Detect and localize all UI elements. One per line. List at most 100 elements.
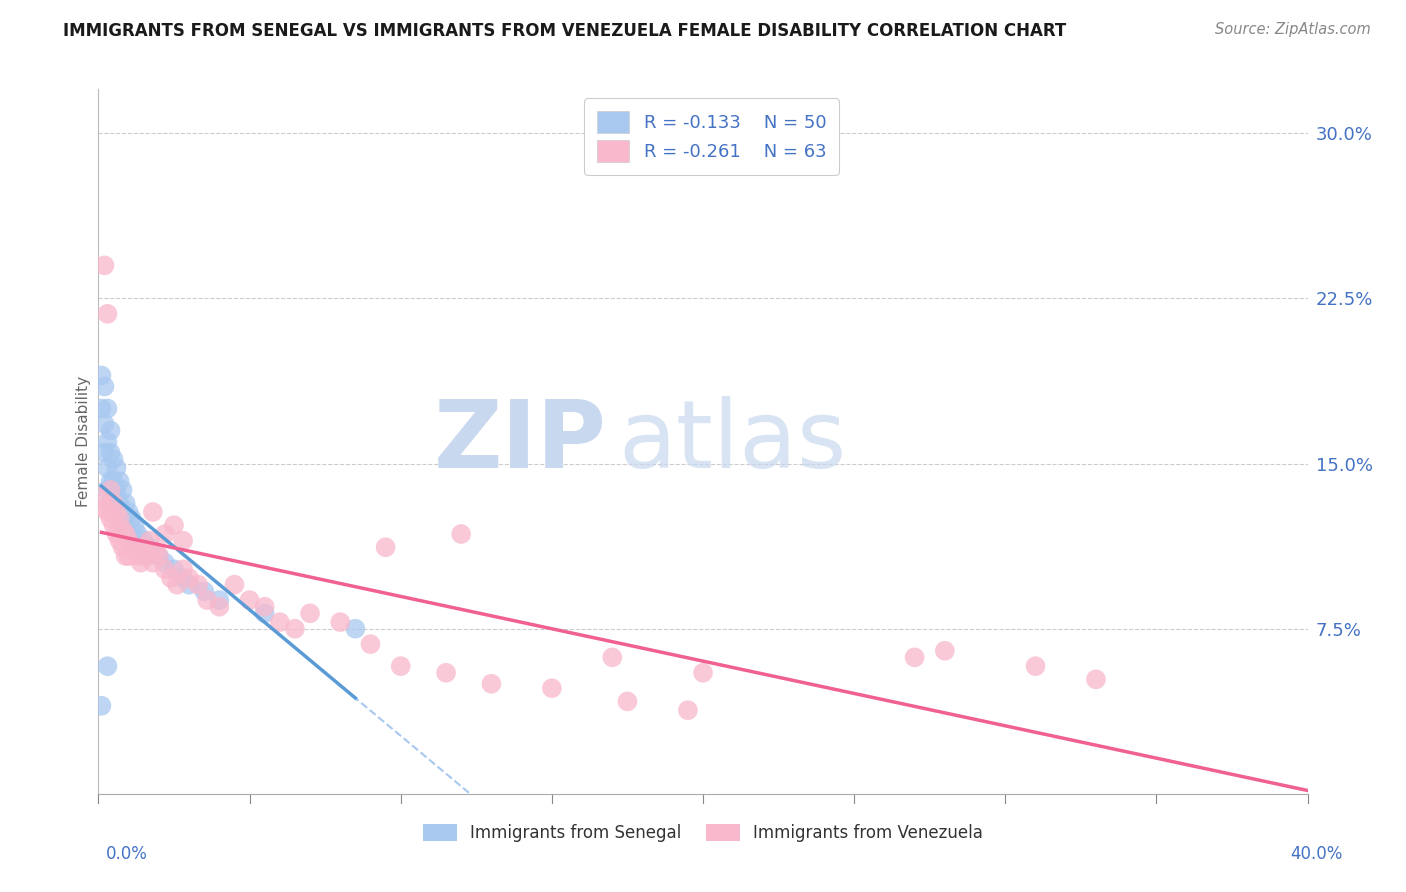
Text: IMMIGRANTS FROM SENEGAL VS IMMIGRANTS FROM VENEZUELA FEMALE DISABILITY CORRELATI: IMMIGRANTS FROM SENEGAL VS IMMIGRANTS FR…	[63, 22, 1067, 40]
Point	[108, 474, 131, 488]
Point	[105, 500, 128, 515]
Point	[160, 571, 183, 585]
Point	[114, 518, 136, 533]
Point	[148, 549, 170, 563]
Point	[129, 556, 152, 570]
Point	[139, 541, 162, 555]
Point	[187, 577, 209, 591]
Point	[100, 424, 122, 438]
Point	[114, 527, 136, 541]
Point	[153, 556, 176, 570]
Point	[105, 527, 128, 541]
Point	[329, 615, 352, 629]
Point	[132, 533, 155, 548]
Point	[692, 665, 714, 680]
Point	[111, 483, 134, 497]
Point	[139, 533, 162, 548]
Point	[121, 511, 143, 525]
Point	[108, 511, 131, 525]
Text: Source: ZipAtlas.com: Source: ZipAtlas.com	[1215, 22, 1371, 37]
Text: 0.0%: 0.0%	[105, 846, 148, 863]
Point	[145, 544, 167, 558]
Point	[96, 505, 118, 519]
Text: 40.0%: 40.0%	[1291, 846, 1343, 863]
Point	[269, 615, 291, 629]
Point	[127, 527, 149, 541]
Point	[93, 445, 115, 459]
Point	[934, 644, 956, 658]
Point	[127, 549, 149, 563]
Point	[124, 541, 146, 555]
Point	[208, 593, 231, 607]
Point	[135, 549, 157, 563]
Point	[450, 527, 472, 541]
Point	[103, 518, 125, 533]
Legend: Immigrants from Senegal, Immigrants from Venezuela: Immigrants from Senegal, Immigrants from…	[416, 817, 990, 849]
Point	[193, 584, 215, 599]
Point	[676, 703, 699, 717]
Point	[195, 593, 218, 607]
Y-axis label: Female Disability: Female Disability	[76, 376, 91, 508]
Point	[172, 533, 194, 548]
Point	[105, 461, 128, 475]
Point	[239, 593, 262, 607]
Point	[224, 577, 246, 591]
Point	[100, 511, 122, 525]
Point	[103, 474, 125, 488]
Point	[129, 541, 152, 555]
Point	[105, 505, 128, 519]
Point	[121, 541, 143, 555]
Point	[135, 549, 157, 563]
Point	[142, 556, 165, 570]
Point	[616, 694, 638, 708]
Point	[163, 518, 186, 533]
Point	[360, 637, 382, 651]
Point	[96, 461, 118, 475]
Point	[118, 505, 141, 519]
Point	[93, 417, 115, 431]
Point	[93, 500, 115, 515]
Point	[96, 434, 118, 449]
Text: atlas: atlas	[619, 395, 846, 488]
Point	[124, 518, 146, 533]
Point	[90, 490, 112, 504]
Point	[1024, 659, 1046, 673]
Point	[93, 379, 115, 393]
Point	[108, 533, 131, 548]
Point	[100, 445, 122, 459]
Point	[434, 665, 457, 680]
Point	[114, 496, 136, 510]
Point	[90, 401, 112, 416]
Point	[299, 607, 322, 621]
Point	[172, 571, 194, 585]
Point	[100, 496, 122, 510]
Point	[166, 577, 188, 591]
Point	[93, 259, 115, 273]
Point	[111, 541, 134, 555]
Point	[90, 368, 112, 383]
Point	[108, 496, 131, 510]
Point	[253, 607, 276, 621]
Point	[153, 527, 176, 541]
Point	[103, 483, 125, 497]
Point	[179, 577, 201, 591]
Point	[344, 622, 367, 636]
Point	[253, 599, 276, 614]
Point	[374, 541, 396, 555]
Point	[142, 505, 165, 519]
Point	[96, 483, 118, 497]
Point	[118, 533, 141, 548]
Point	[103, 505, 125, 519]
Point	[148, 549, 170, 563]
Point	[172, 562, 194, 576]
Point	[96, 401, 118, 416]
Point	[103, 452, 125, 467]
Point	[121, 533, 143, 548]
Text: ZIP: ZIP	[433, 395, 606, 488]
Point	[118, 549, 141, 563]
Point	[114, 549, 136, 563]
Point	[96, 659, 118, 673]
Point	[111, 505, 134, 519]
Point	[103, 496, 125, 510]
Point	[124, 544, 146, 558]
